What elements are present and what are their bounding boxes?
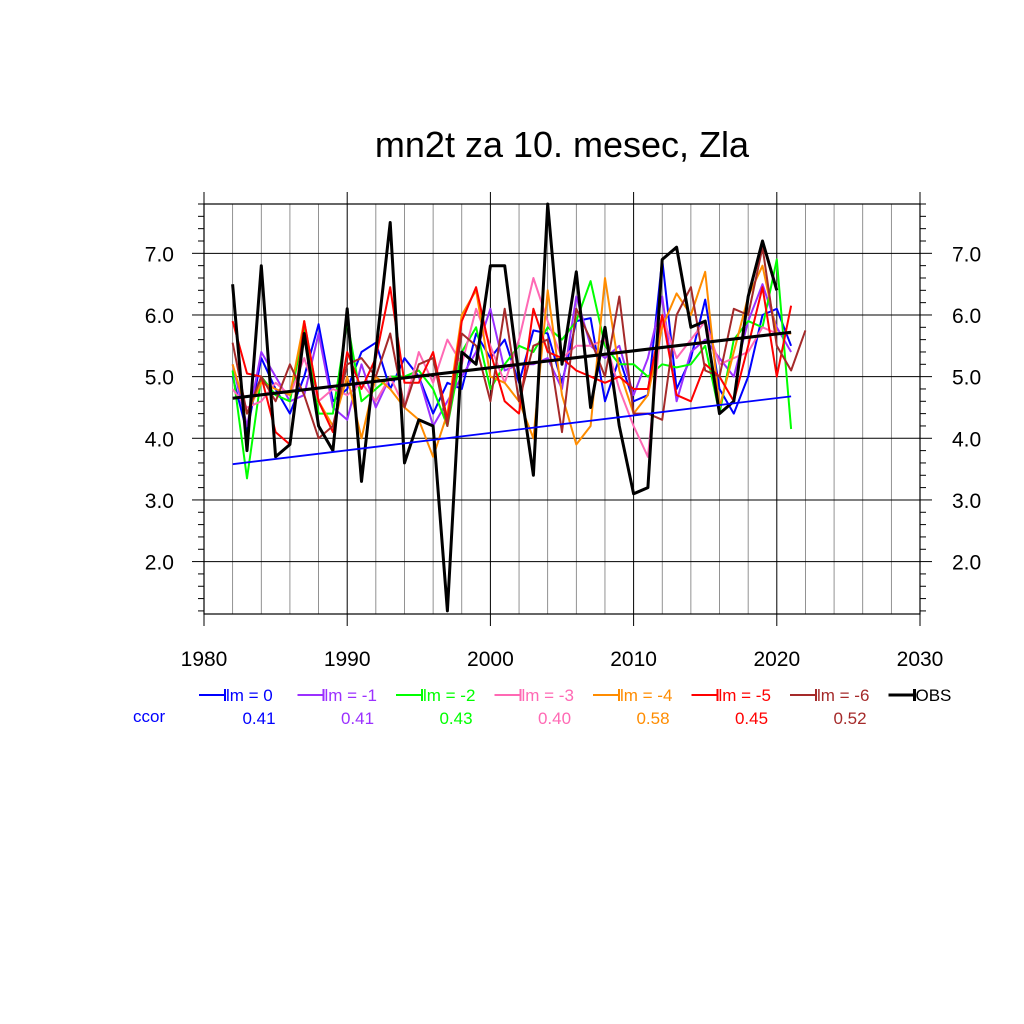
trend-lines: [232, 330, 792, 466]
legend-label-3: lm = -3: [522, 686, 574, 705]
ccor-value-2: 0.43: [439, 709, 472, 728]
trend-line-0: [232, 395, 792, 466]
y-tick-label-right: 5.0: [952, 367, 981, 390]
legend-label-4: lm = -4: [620, 686, 672, 705]
trend-line-1: [232, 330, 792, 400]
ccor-value-1: 0.41: [341, 709, 374, 728]
y-tick-label-left: 6.0: [145, 305, 174, 328]
grid-lines: [204, 204, 920, 614]
x-tick-label: 1990: [324, 648, 371, 671]
series-lines: [231, 202, 807, 613]
y-tick-label-right: 7.0: [952, 243, 981, 266]
x-tick-label: 2000: [467, 648, 514, 671]
x-tick-label: 1980: [181, 648, 228, 671]
legend: lm = 0 0.41 lm = -1 0.41 lm = -2 0.43 lm = -3 0…: [133, 686, 951, 728]
series-line-1: [231, 283, 792, 427]
y-tick-label-left: 3.0: [145, 490, 174, 513]
legend-label-2: lm = -2: [423, 686, 475, 705]
x-axis-tick-labels: 1980 1990 2000 2010 2020 2030: [181, 648, 944, 671]
y-tick-label-left: 5.0: [145, 367, 174, 390]
y-tick-label-left: 7.0: [145, 243, 174, 266]
series-line-5: [231, 286, 793, 446]
ccor-value-3: 0.40: [538, 709, 571, 728]
series-line-7: [231, 202, 779, 613]
chart-title: mn2t za 10. mesec, Zla: [375, 124, 750, 165]
y-tick-label-right: 3.0: [952, 490, 981, 513]
x-tick-label: 2010: [610, 648, 657, 671]
legend-label-0: lm = 0: [226, 686, 273, 705]
x-tick-label: 2030: [897, 648, 944, 671]
ccor-value-5: 0.45: [735, 709, 768, 728]
ccor-value-6: 0.52: [833, 709, 866, 728]
series-line-6: [231, 246, 807, 440]
y-tick-label-right: 6.0: [952, 305, 981, 328]
legend-label-7: OBS: [916, 686, 952, 705]
legend-label-1: lm = -1: [325, 686, 377, 705]
y-tick-label-left: 4.0: [145, 428, 174, 451]
ccor-value-4: 0.58: [636, 709, 669, 728]
y-axis-tick-labels: 2.0 2.0 3.0 3.0 4.0 4.0 5.0 5.0 6.0 6.0 7.0 7.0: [145, 243, 981, 574]
legend-label-5: lm = -5: [719, 686, 771, 705]
axis-ticks: [192, 192, 932, 626]
series-line-4: [231, 264, 792, 458]
y-tick-label-right: 4.0: [952, 428, 981, 451]
y-tick-label-right: 2.0: [952, 552, 981, 575]
y-tick-label-left: 2.0: [145, 552, 174, 575]
x-tick-label: 2020: [753, 648, 800, 671]
plot-frame: [203, 203, 921, 615]
ccor-label: ccor: [133, 707, 165, 726]
ccor-value-0: 0.41: [242, 709, 275, 728]
legend-label-6: lm = -6: [817, 686, 869, 705]
